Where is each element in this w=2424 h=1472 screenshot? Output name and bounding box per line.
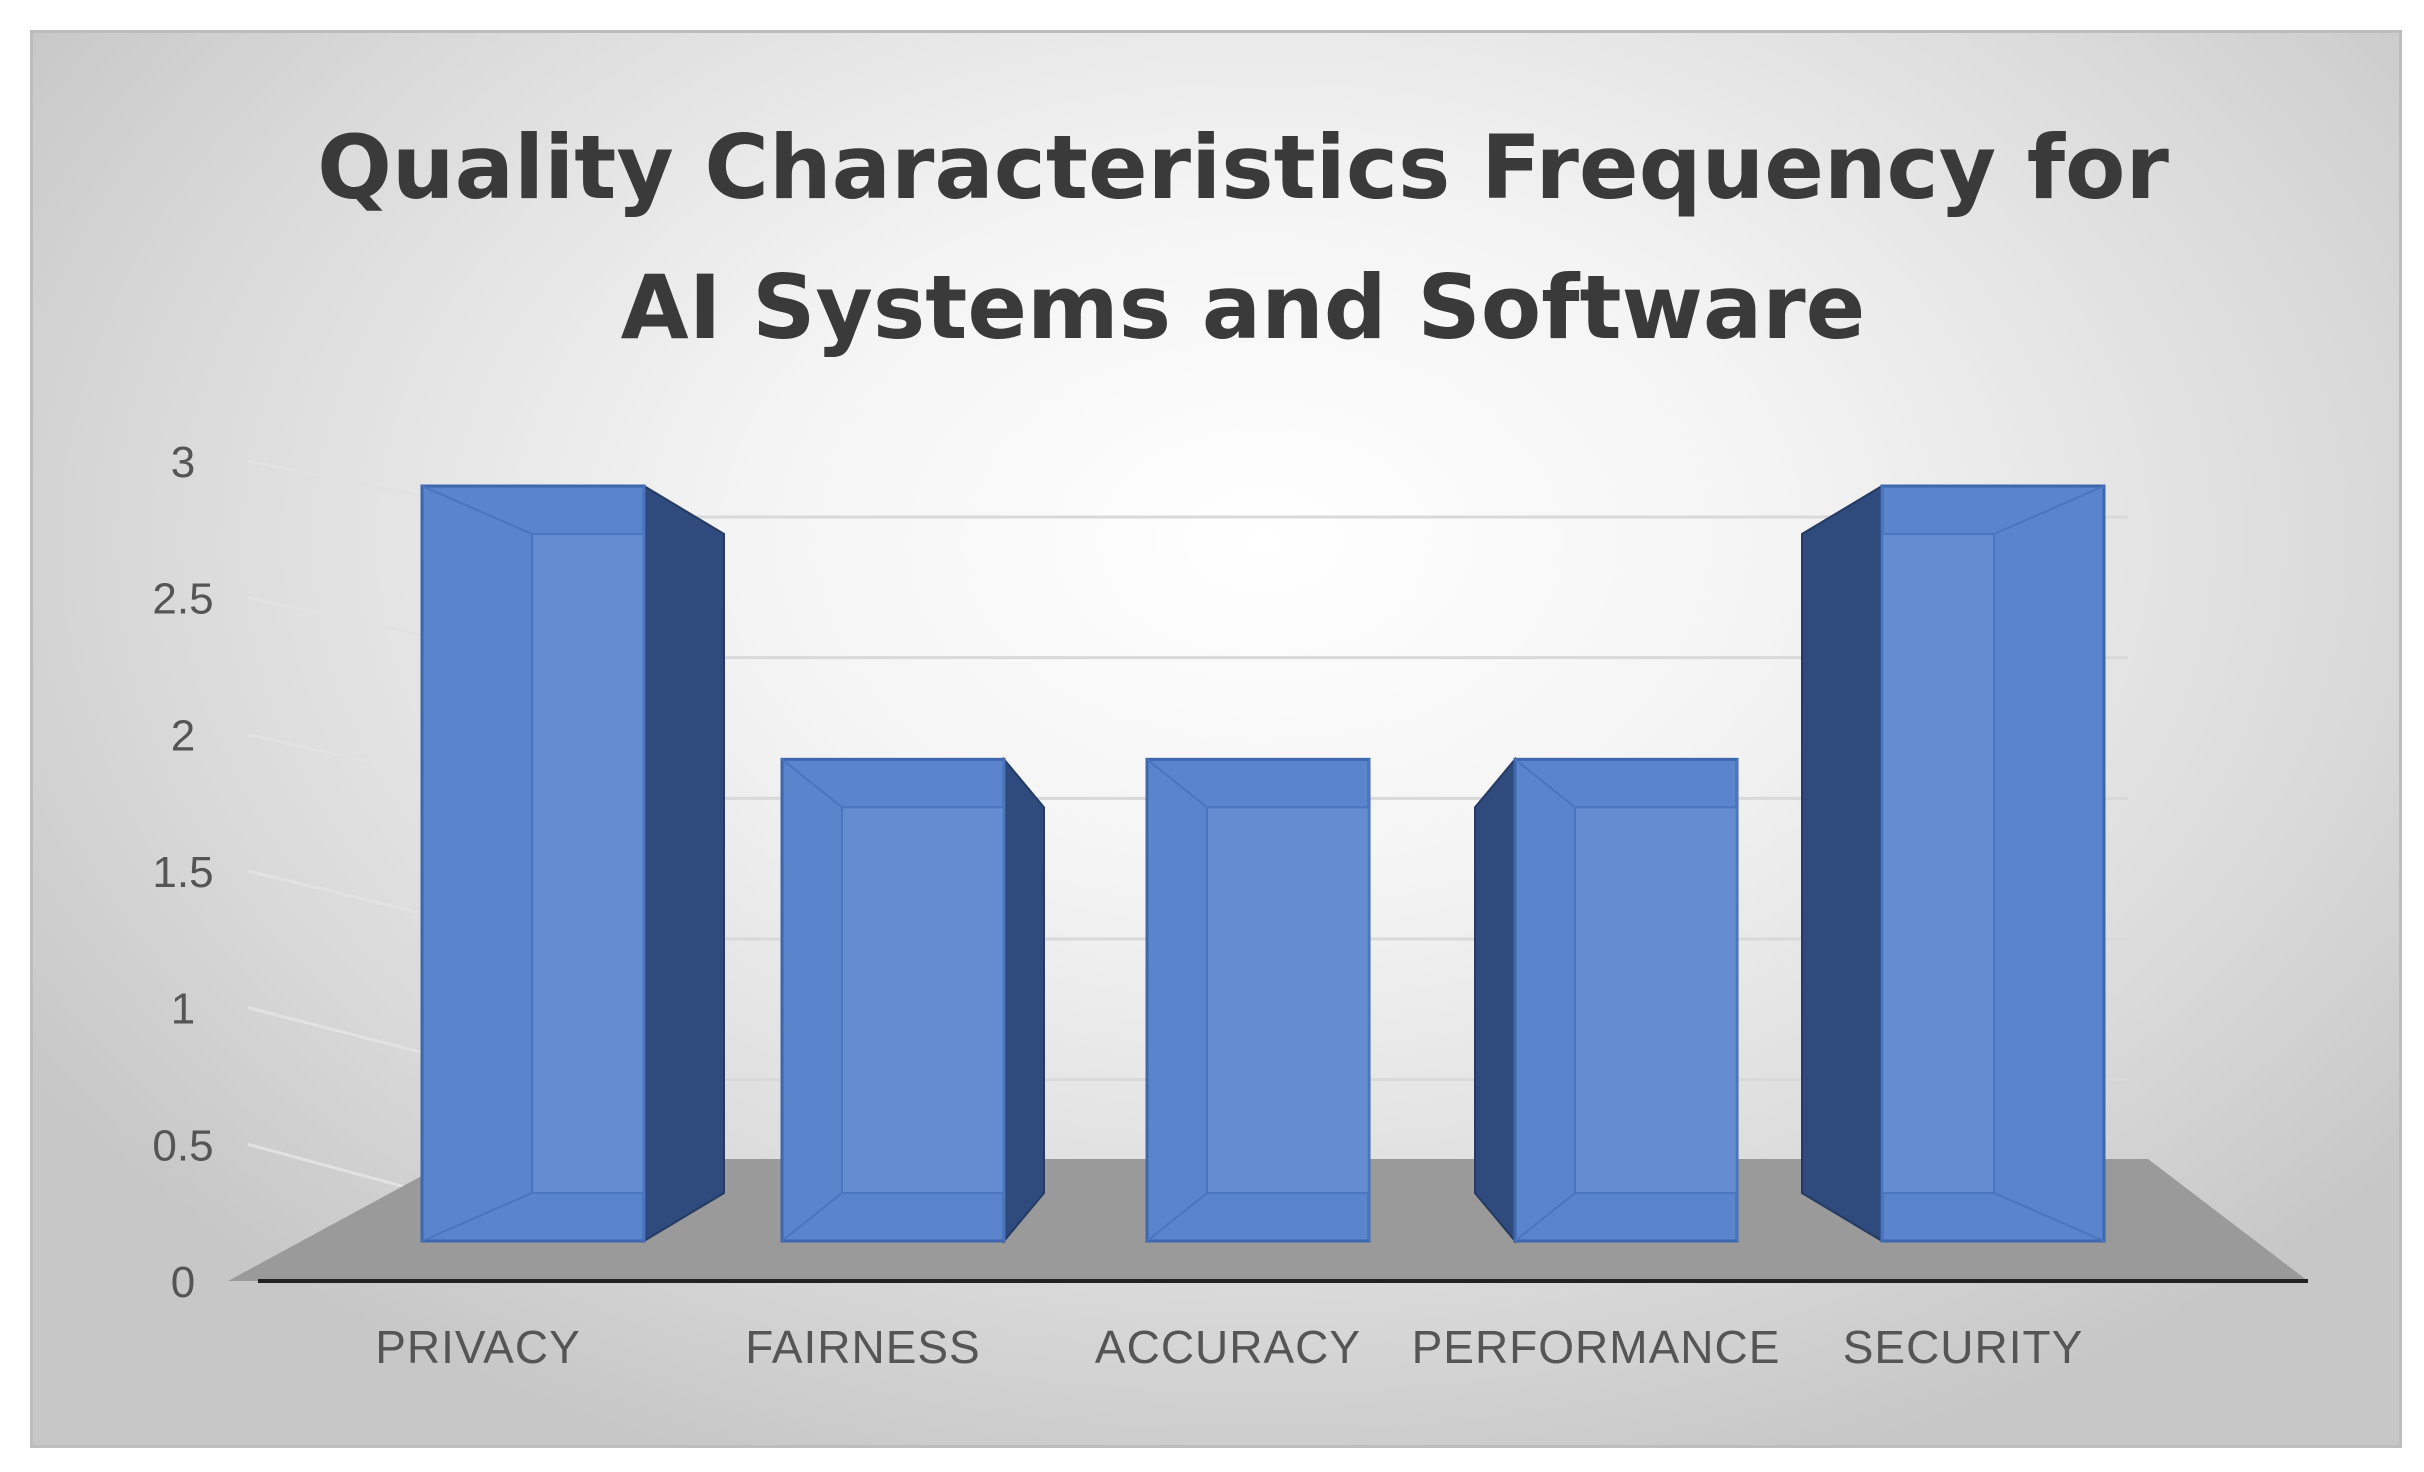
bar-inner-face — [1574, 806, 1738, 1194]
y-tick-label: 0 — [171, 1258, 195, 1307]
bar-privacy — [420, 484, 725, 1243]
bar-inner-face — [1206, 806, 1370, 1194]
bar-edge-tl — [1514, 758, 1576, 809]
bars — [420, 484, 2106, 1244]
bar-side-face — [1003, 756, 1045, 1244]
bar-edge-tl — [781, 758, 843, 809]
x-tick-label: SECURITY — [1843, 1321, 2084, 1373]
bar-edge-bl — [421, 1192, 533, 1242]
y-tick-label: 1 — [171, 985, 195, 1034]
bar-edge-tr — [1993, 485, 2105, 535]
chart-frame: 0 0.5 1 1.5 2 2.5 3 PRIVACY FAIRNESS ACCURACY PERF… — [30, 30, 2402, 1448]
bar-edge-bl — [1146, 1192, 1208, 1242]
bar-side-face — [1801, 484, 1883, 1243]
bar-inner-face — [531, 533, 645, 1194]
y-tick-label: 2 — [171, 711, 195, 760]
bar-inner-face — [1881, 533, 1995, 1194]
bar-inner-face — [841, 806, 1005, 1194]
axes: 0 0.5 1 1.5 2 2.5 3 PRIVACY FAIRNESS ACCURACY PERF… — [152, 438, 2308, 1373]
chart-svg: 0 0.5 1 1.5 2 2.5 3 PRIVACY FAIRNESS ACCURACY PERF… — [152, 116, 2308, 1373]
bar-performance — [1474, 756, 1739, 1244]
y-tick-label: 1.5 — [152, 848, 213, 897]
x-tick-label: PRIVACY — [375, 1321, 581, 1373]
y-tick-label: 3 — [171, 438, 195, 487]
bar-security — [1801, 484, 2106, 1243]
x-tick-label: FAIRNESS — [745, 1321, 981, 1373]
y-tick-label: 0.5 — [152, 1121, 213, 1170]
bar-side-face — [1474, 756, 1516, 1244]
bar-side-face — [643, 484, 725, 1243]
bar-edge-bl — [1514, 1192, 1576, 1242]
x-tick-label: ACCURACY — [1095, 1321, 1361, 1373]
chart-title-line-1: Quality Characteristics Frequency for — [317, 116, 2169, 219]
bar-fairness — [780, 756, 1045, 1244]
bar-edge-br — [1993, 1192, 2105, 1242]
bar-accuracy — [1145, 757, 1371, 1243]
bar-edge-tl — [421, 485, 533, 535]
x-tick-label: PERFORMANCE — [1412, 1321, 1781, 1373]
chart-title: Quality Characteristics Frequency for AI… — [317, 116, 2169, 359]
bar-edge-tl — [1146, 758, 1208, 809]
bar-edge-bl — [781, 1192, 843, 1242]
y-tick-label: 2.5 — [152, 575, 213, 624]
chart-title-line-2: AI Systems and Software — [621, 256, 1866, 359]
